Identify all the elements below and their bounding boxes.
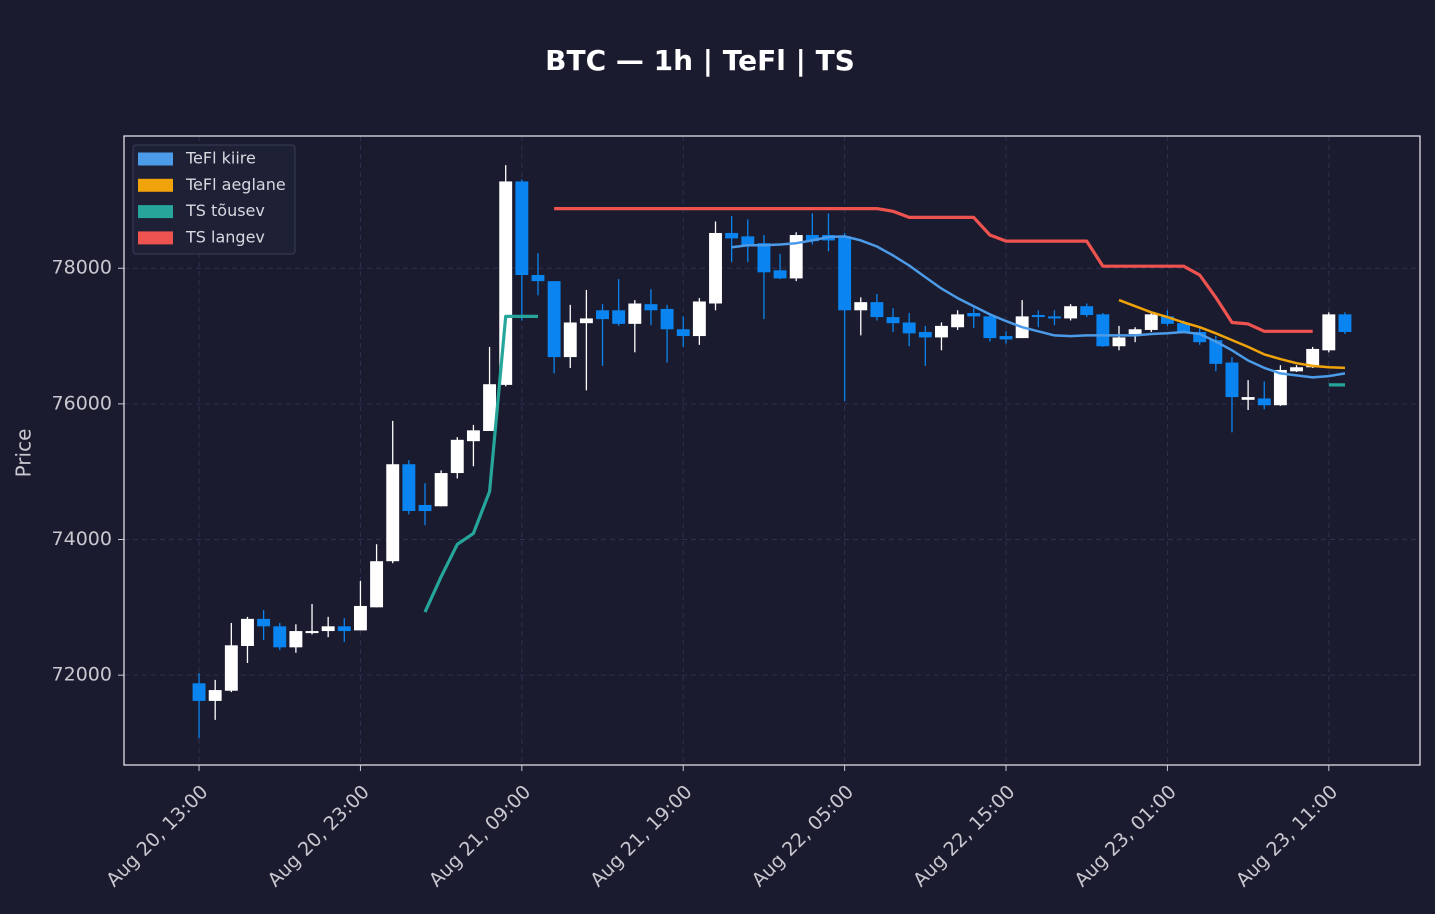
legend-swatch [138, 178, 173, 192]
candle-body [1241, 397, 1255, 400]
candle-body [854, 302, 868, 311]
candle-body [305, 631, 319, 634]
legend-box [132, 144, 296, 255]
candle-body [741, 236, 755, 247]
candle-body [515, 181, 529, 276]
candle-body [676, 329, 690, 337]
candle-body [1306, 348, 1320, 368]
legend-label: TS langev [185, 227, 265, 246]
y-tick-label: 78000 [52, 257, 112, 279]
candle-body [596, 310, 609, 320]
overlay-line [423, 314, 1345, 613]
candle-body [1144, 314, 1158, 330]
candle-body [483, 384, 497, 432]
candle-body [951, 314, 965, 328]
candle-body [450, 439, 464, 474]
candle-body [725, 232, 739, 239]
y-tick-label: 72000 [52, 664, 112, 686]
candle-body [418, 504, 432, 512]
candle-body [499, 181, 513, 385]
candle-body [999, 336, 1013, 340]
candle-body [192, 683, 206, 701]
candle-body [935, 325, 948, 338]
candle-body [644, 304, 658, 311]
candle-body [1273, 369, 1287, 406]
candle-body [660, 308, 674, 330]
candle-body [1257, 398, 1271, 406]
candle-body [563, 322, 577, 358]
legend-label: TS tõusev [185, 201, 265, 220]
candle-body [1080, 306, 1094, 316]
candle-body [1064, 306, 1078, 319]
candle-body [353, 605, 367, 631]
candle-body [757, 243, 771, 273]
candle-body [692, 301, 706, 337]
candle-body [628, 303, 642, 324]
overlay-line [554, 207, 1313, 333]
candle-body [224, 645, 238, 691]
candle-body [709, 232, 722, 304]
candle-body [402, 464, 416, 512]
candle-body [1112, 337, 1126, 347]
overlay-line [1118, 298, 1346, 370]
candle-body [612, 310, 626, 324]
candle-body [1322, 314, 1336, 351]
legend-swatch [138, 231, 173, 245]
legend-label: TeFl aeglane [185, 175, 286, 194]
legend-label: TeFl kiire [185, 149, 256, 168]
overlay-line [731, 235, 1346, 379]
candle-body [967, 313, 981, 317]
candle-body [579, 318, 593, 324]
candle-body [902, 322, 916, 334]
y-tick-label: 76000 [52, 392, 112, 414]
candle-body [321, 626, 335, 632]
candle-body [289, 631, 303, 648]
plot-frame [123, 135, 1421, 766]
candle-body [1209, 340, 1223, 364]
legend-swatch [138, 152, 173, 166]
candle-body [434, 473, 448, 507]
candle-body [547, 281, 561, 358]
candle-body [1193, 331, 1207, 343]
candle-body [241, 618, 254, 646]
candle-body [1031, 315, 1045, 318]
candle-body [1096, 314, 1110, 347]
candle-body [531, 275, 545, 282]
candle-body [983, 316, 997, 339]
candle-body [273, 626, 287, 648]
y-tick-label: 74000 [52, 528, 112, 550]
candle-body [870, 302, 884, 318]
candle-body [386, 464, 400, 562]
candle-body [1160, 316, 1174, 324]
y-axis-label: Price [12, 429, 36, 478]
candle-body [773, 270, 787, 279]
candle-body [886, 317, 900, 324]
candle-body [1128, 329, 1142, 335]
candle-body [337, 626, 351, 632]
candle-body [1047, 316, 1061, 319]
legend-swatch [138, 205, 173, 219]
candle-body [257, 618, 271, 627]
chart-title: BTC — 1h | TeFl | TS [545, 44, 855, 77]
candle-body [466, 430, 480, 442]
candle-body [370, 561, 384, 608]
candle-body [805, 235, 819, 242]
candle-body [1225, 362, 1239, 398]
candle-body [1290, 367, 1303, 372]
candle-body [789, 235, 803, 279]
candle-body [918, 331, 932, 338]
candle-body [1177, 323, 1191, 332]
candle-body [838, 236, 852, 311]
candle-body [208, 690, 222, 701]
candle-body [1338, 314, 1352, 332]
